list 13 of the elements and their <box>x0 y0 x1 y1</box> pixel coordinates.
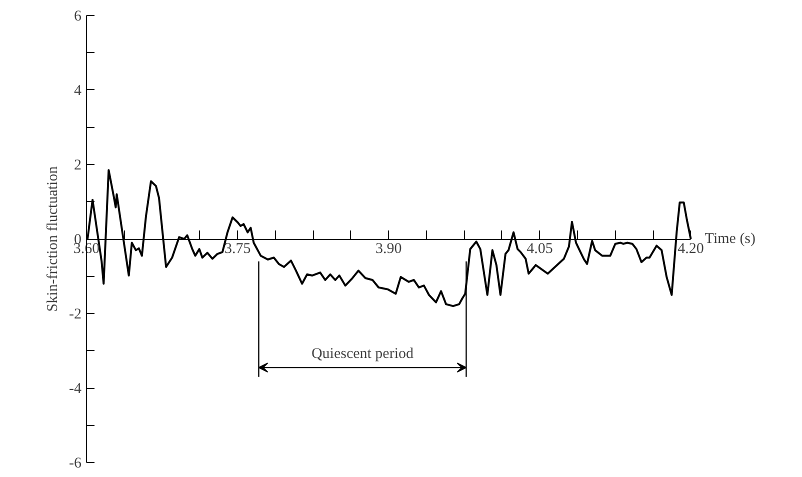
x-axis-title: Time (s) <box>704 231 756 247</box>
y-tick-label: -4 <box>69 381 82 398</box>
y-tick-label: -2 <box>69 306 82 323</box>
y-tick-label: -6 <box>69 456 82 472</box>
annotation: Quiescent period <box>311 346 414 362</box>
y-tick-label: 4 <box>74 82 82 99</box>
y-tick-label: 2 <box>74 157 82 174</box>
x-tick-label: 3.90 <box>376 241 402 257</box>
x-tick-label: 4.20 <box>678 241 704 257</box>
x-tick-label: 3.75 <box>224 241 251 257</box>
x-tick-label: 4.05 <box>526 241 553 257</box>
y-tick-label: 6 <box>74 8 82 24</box>
y-axis-title: Skin-friction fluctuation <box>45 166 62 312</box>
